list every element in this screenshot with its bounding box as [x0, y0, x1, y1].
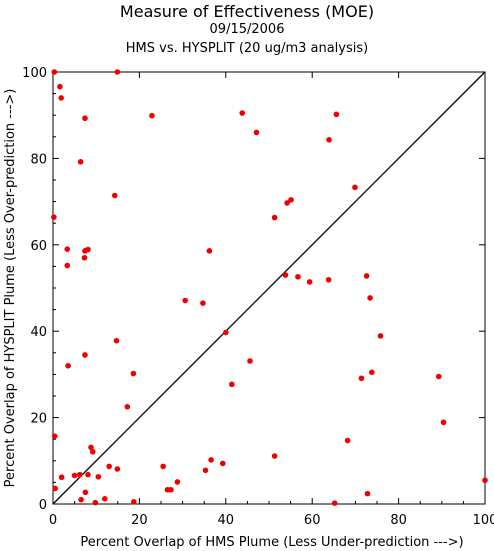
data-point [89, 448, 96, 455]
data-point [57, 83, 63, 90]
data-point [58, 474, 65, 481]
data-point [111, 192, 118, 199]
data-point [271, 214, 278, 221]
x-tick-label: 60 [304, 513, 321, 528]
data-point [377, 333, 384, 339]
data-point [271, 453, 278, 459]
data-point [440, 419, 447, 426]
data-point [51, 433, 58, 439]
x-tick-label: 20 [131, 513, 148, 528]
data-point [114, 69, 121, 75]
chart-date: 09/15/2006 [209, 22, 285, 37]
data-point [52, 485, 58, 492]
data-point [160, 463, 166, 470]
data-point [247, 358, 253, 364]
data-point [206, 248, 213, 254]
data-point [78, 496, 84, 503]
data-point [174, 479, 181, 485]
data-point [82, 352, 88, 358]
x-tick-label: 80 [390, 513, 407, 528]
data-point [65, 362, 71, 369]
data-point [88, 444, 94, 451]
y-axis-label: Percent Overlap of HYSPLIT Plume (Less O… [3, 89, 18, 488]
x-tick-label: 40 [218, 513, 235, 528]
y-tick-label: 40 [30, 325, 47, 340]
data-point [113, 337, 120, 344]
data-point [284, 200, 290, 206]
data-point [219, 460, 226, 467]
data-point [76, 471, 83, 478]
chart-title: Measure of Effectiveness (MOE) [119, 2, 375, 21]
data-point [102, 496, 108, 502]
y-tick-label: 60 [30, 239, 47, 254]
data-point [92, 499, 99, 506]
data-point [208, 457, 214, 463]
data-point [85, 246, 91, 253]
data-point [344, 437, 351, 444]
chart-subtitle: HMS vs. HYSPLIT (20 ug/m3 analysis) [125, 41, 369, 56]
x-tick-label: 100 [473, 513, 494, 528]
data-point [253, 129, 260, 136]
x-tick-label: 0 [49, 513, 57, 528]
data-point [358, 375, 365, 382]
data-point [435, 373, 442, 380]
data-point [326, 137, 332, 143]
data-point [229, 381, 235, 388]
data-point [124, 404, 131, 410]
data-point [325, 276, 332, 283]
data-point [306, 279, 313, 285]
data-point [295, 273, 301, 280]
data-point [331, 500, 338, 506]
data-point [51, 214, 57, 220]
axes: 0 20 40 60 80 100 0 20 40 60 80 100 [22, 66, 494, 528]
data-point [223, 329, 229, 336]
data-points [51, 69, 488, 506]
data-point [58, 95, 65, 101]
data-point [200, 300, 206, 306]
y-tick-label: 20 [30, 412, 47, 427]
data-point [77, 159, 84, 165]
data-point [363, 273, 370, 279]
data-point [82, 115, 88, 122]
data-point [114, 466, 121, 472]
data-point [149, 112, 155, 119]
data-point [282, 272, 289, 278]
data-point [64, 262, 71, 269]
data-point [367, 295, 373, 301]
data-point [352, 184, 358, 191]
data-point [239, 110, 246, 116]
x-axis-label: Percent Overlap of HMS Plume (Less Under… [80, 535, 463, 550]
data-point [482, 477, 488, 484]
y-tick-label: 80 [30, 152, 47, 167]
data-point [369, 369, 375, 376]
data-point [64, 246, 71, 252]
data-point [202, 467, 209, 474]
data-point [182, 297, 188, 304]
data-point [95, 473, 102, 480]
data-point [106, 463, 112, 470]
data-point [333, 111, 340, 118]
data-point [130, 499, 137, 505]
data-point [288, 197, 294, 203]
data-point [85, 471, 91, 478]
y-tick-label: 0 [39, 498, 47, 513]
y-tick-label: 100 [22, 66, 47, 81]
data-point [168, 486, 174, 493]
data-point [71, 472, 78, 479]
data-point [130, 370, 137, 377]
diagonal-reference-line [52, 71, 486, 505]
data-point [81, 254, 88, 261]
data-point [51, 69, 58, 75]
data-point [82, 489, 89, 496]
data-point [364, 490, 371, 497]
